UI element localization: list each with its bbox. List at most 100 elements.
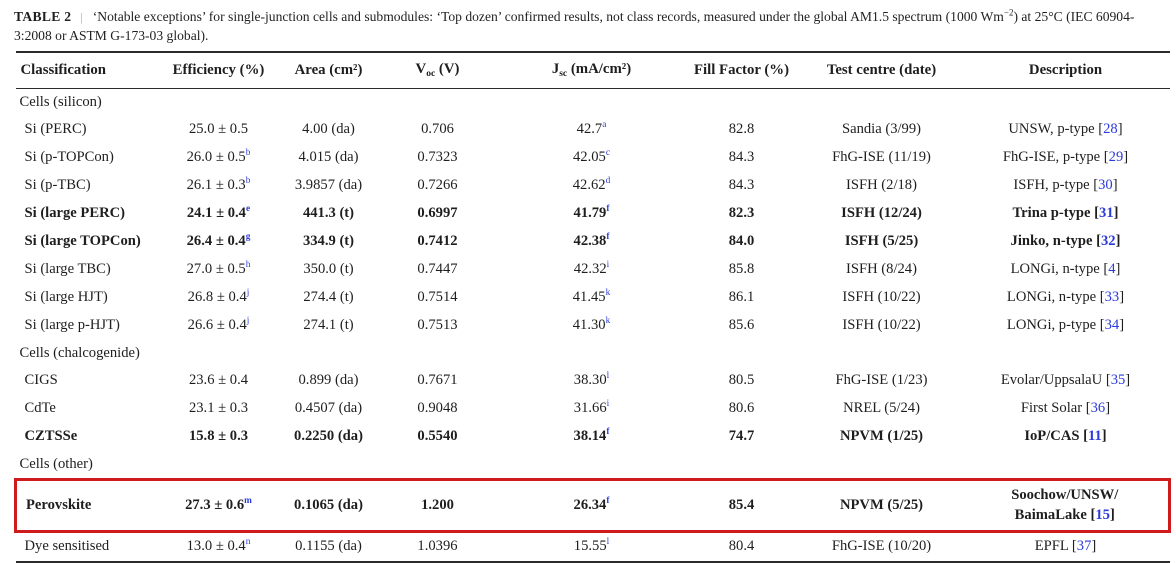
cell-voc: 0.7447	[417, 261, 458, 278]
citation-link[interactable]: 15	[1095, 507, 1110, 524]
footnote-link[interactable]: i	[606, 260, 610, 271]
cell-voc: 0.7412	[417, 233, 458, 250]
cell-fill-factor: 85.6	[728, 317, 755, 334]
cell-voc: 0.5540	[417, 428, 458, 445]
cell-jsc: 42.62d	[572, 176, 611, 194]
cell-jsc: 42.32i	[573, 260, 610, 278]
footnote-link[interactable]: m	[244, 496, 252, 507]
table-row: CdTe 23.1 ± 0.3 0.4507 (da) 0.9048 31.66i 80.…	[16, 395, 1170, 423]
cell-area: 3.9857 (da)	[294, 177, 363, 194]
citation-link[interactable]: 30	[1098, 177, 1113, 194]
footnote-link[interactable]: b	[245, 148, 251, 159]
citation-link[interactable]: 11	[1087, 428, 1102, 445]
cell-fill-factor: 82.3	[728, 205, 755, 222]
footnote-link[interactable]: c	[605, 148, 610, 159]
cell-efficiency: 23.1 ± 0.3	[188, 400, 249, 417]
cell-fill-factor: 84.0	[728, 233, 755, 250]
cell-fill-factor: 74.7	[728, 428, 755, 445]
cell-jsc: 26.34f	[501, 477, 682, 533]
cell-fill-factor: 86.1	[728, 289, 755, 306]
cell-test-centre: FhG-ISE (11/19)	[832, 149, 931, 166]
citation-link[interactable]: 34	[1104, 317, 1120, 334]
cell-description: Evolar/UppsalaU [35]	[1000, 372, 1131, 389]
citation-link[interactable]: 33	[1104, 289, 1120, 306]
cell-voc: 1.0396	[373, 531, 502, 563]
footnote-link[interactable]: d	[605, 176, 611, 187]
cell-area: 0.1065 (da)	[283, 477, 374, 533]
cell-efficiency: 27.3 ± 0.6m	[153, 477, 284, 533]
footnote-link[interactable]: j	[246, 316, 250, 327]
table-header-row: Classification Efficiency (%) Area (cm²) Vo…	[15, 50, 1170, 89]
citation-link[interactable]: 4	[1108, 261, 1116, 278]
cell-jsc: 31.66i	[573, 399, 610, 417]
cell-test-centre: NPVM (5/25)	[801, 477, 962, 533]
cell-jsc: 38.30l	[573, 371, 610, 389]
citation-link[interactable]: 37	[1076, 538, 1092, 555]
cell-description: LONGi, n-type [4]	[1010, 261, 1121, 278]
column-header-fill-factor-: Fill Factor (%)	[681, 50, 802, 89]
cell-description: LONGi, p-type [34]	[1006, 317, 1125, 334]
cell-voc: 0.9048	[417, 400, 458, 417]
cell-efficiency: 26.1 ± 0.3b	[186, 176, 251, 194]
cell-description: FhG-ISE, p-type [29]	[1002, 149, 1129, 166]
footnote-link[interactable]: e	[245, 204, 251, 215]
table-row: Si (PERC) 25.0 ± 0.5 4.00 (da) 0.706 42.7a 82…	[16, 116, 1170, 144]
cell-efficiency: 24.1 ± 0.4e	[186, 204, 251, 222]
footnote-link[interactable]: f	[606, 427, 610, 438]
footnote-link[interactable]: f	[606, 232, 610, 243]
citation-link[interactable]: 29	[1108, 149, 1124, 166]
cell-classification: CdTe	[24, 400, 56, 417]
footnote-link[interactable]: g	[245, 232, 251, 243]
cell-classification: Si (large TOPCon)	[24, 233, 141, 250]
cell-area: 0.2250 (da)	[294, 428, 363, 445]
footnote-link[interactable]: j	[246, 288, 250, 299]
citation-link[interactable]: 31	[1099, 205, 1114, 222]
column-header-description: Description	[961, 50, 1170, 89]
cell-test-centre: FhG-ISE (10/20)	[801, 531, 962, 563]
footnote-link[interactable]: l	[606, 537, 610, 548]
cell-test-centre: ISFH (2/18)	[846, 177, 917, 194]
footnote-link[interactable]: h	[245, 260, 251, 271]
cell-classification: CIGS	[24, 372, 58, 389]
cell-description: Soochow/UNSW/BaimaLake [15]	[961, 477, 1171, 533]
results-table: Classification Efficiency (%) Area (cm²) Vo…	[14, 50, 1171, 563]
footnote-link[interactable]: k	[605, 288, 611, 299]
caption-separator: |	[80, 10, 83, 24]
table-label: TABLE 2	[14, 9, 72, 24]
footnote-link[interactable]: b	[245, 176, 251, 187]
cell-description: ISFH, p-type [30]	[1013, 177, 1118, 194]
table-row: Si (large HJT) 26.8 ± 0.4j 274.4 (t) 0.7514…	[16, 284, 1170, 312]
citation-link[interactable]: 35	[1110, 372, 1126, 389]
footnote-link[interactable]: i	[606, 399, 610, 410]
footnote-link[interactable]: f	[606, 496, 610, 507]
cell-voc: 0.6997	[417, 205, 458, 222]
caption-text-post: ) at 25°C (IEC 60904-3:2008 or ASTM G-17…	[14, 9, 1135, 44]
cell-description: Jinko, n-type [32]	[1010, 233, 1121, 250]
cell-efficiency: 27.0 ± 0.5h	[186, 260, 251, 278]
cell-test-centre: ISFH (8/24)	[846, 261, 917, 278]
footnote-link[interactable]: n	[245, 537, 251, 548]
citation-link[interactable]: 32	[1100, 233, 1116, 250]
cell-efficiency: 25.0 ± 0.5	[188, 121, 249, 138]
caption-text-pre: ‘Notable exceptions’ for single-junction…	[92, 9, 1004, 24]
citation-link[interactable]: 28	[1103, 121, 1118, 138]
citation-link[interactable]: 36	[1090, 400, 1106, 417]
cell-jsc: 42.7a	[576, 120, 607, 138]
cell-jsc: 42.38f	[573, 232, 610, 250]
cell-test-centre: ISFH (10/22)	[842, 289, 921, 306]
cell-classification: Si (large TBC)	[24, 261, 111, 278]
cell-area: 441.3 (t)	[302, 205, 355, 222]
cell-area: 274.4 (t)	[303, 289, 354, 306]
cell-voc: 1.200	[373, 477, 502, 533]
header-subscript: sc	[559, 69, 568, 80]
footnote-link[interactable]: k	[605, 316, 611, 327]
footnote-link[interactable]: l	[606, 371, 610, 382]
column-header-voc: Voc (V)	[373, 50, 502, 89]
table-row: Dye sensitised 13.0 ± 0.4n 0.1155 (da) 1.03…	[15, 531, 1170, 563]
cell-efficiency: 13.0 ± 0.4n	[153, 531, 284, 563]
footnote-link[interactable]: a	[602, 120, 607, 131]
footnote-link[interactable]: f	[606, 204, 610, 215]
column-header-efficiency-: Efficiency (%)	[153, 50, 284, 89]
cell-description: IoP/CAS [11]	[1024, 428, 1107, 445]
cell-efficiency: 15.8 ± 0.3	[188, 428, 249, 445]
